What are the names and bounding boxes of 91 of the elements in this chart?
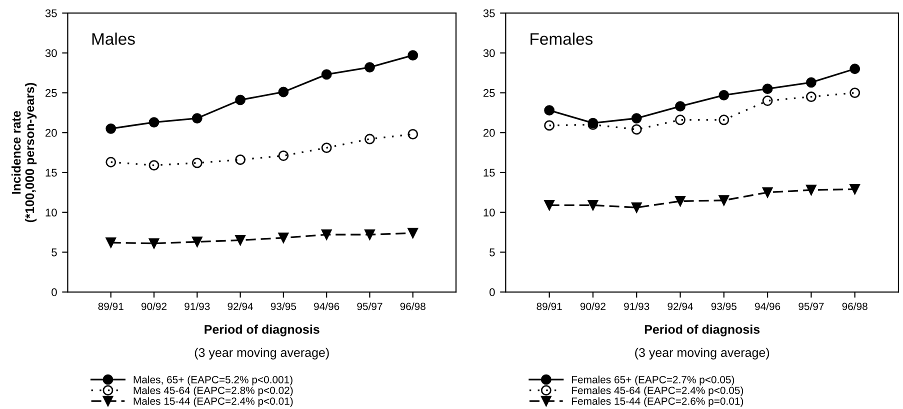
y-tick-label: 30 <box>483 49 495 58</box>
y-tick-label: 35 <box>45 9 57 18</box>
point <box>278 232 289 244</box>
x-tick-label: 91/93 <box>184 302 210 310</box>
x-tick-label: 91/93 <box>624 302 650 310</box>
x-tick-label: 90/92 <box>141 302 167 310</box>
point <box>675 101 686 112</box>
point <box>675 196 686 206</box>
x-axis-title: Period of diagnosis <box>644 324 760 336</box>
y-tick-label: 25 <box>46 89 57 97</box>
y-tick-label: 0 <box>490 288 495 296</box>
y-tick-label: 30 <box>45 49 57 58</box>
x-tick-label: 92/94 <box>228 302 254 310</box>
point <box>278 150 289 161</box>
point <box>364 229 375 240</box>
point <box>631 113 642 124</box>
x-tick-label: 94/96 <box>755 302 780 310</box>
point <box>278 86 289 98</box>
point <box>408 228 418 238</box>
x-tick-label: 96/98 <box>842 302 868 310</box>
legend-label: Males, 65+ (EAPC=5.2% p<0.001) <box>134 376 292 386</box>
text: Males <box>92 32 135 45</box>
x-tick-label: 90/92 <box>580 302 606 310</box>
y-tick-label: 15 <box>484 168 495 177</box>
point <box>675 114 686 126</box>
y-axis-title: Incidence rate (*100,000 person-years) <box>12 82 37 222</box>
point <box>718 90 730 100</box>
y-tick-label: 5 <box>52 248 57 256</box>
point <box>408 50 418 61</box>
x-axis-title: Period of diagnosis <box>204 324 320 336</box>
point <box>192 236 202 248</box>
legend-label: Females 15-44 (EAPC=2.6% p=0.01) <box>572 397 744 407</box>
y-tick-label: 15 <box>46 168 57 177</box>
text: (3 year moving average) <box>635 348 770 360</box>
x-tick-label: 93/95 <box>711 302 737 310</box>
point <box>544 105 555 116</box>
point <box>106 156 116 168</box>
y-tick-label: 10 <box>46 208 57 216</box>
x-tick-label: 93/95 <box>270 302 296 310</box>
point <box>806 184 816 196</box>
y-tick-label: 35 <box>483 9 495 18</box>
point <box>806 77 816 88</box>
point <box>544 200 555 210</box>
point <box>321 142 332 153</box>
point <box>806 92 816 102</box>
point <box>106 237 116 248</box>
point <box>718 195 730 206</box>
legend-label: Males 45-64 (EAPC=2.8% p<0.02) <box>134 386 293 396</box>
text: Females <box>530 32 593 45</box>
x-tick-label: 96/98 <box>400 302 426 310</box>
y-tick-label: 10 <box>484 208 495 216</box>
point <box>364 134 375 144</box>
point <box>762 187 773 198</box>
point <box>321 69 332 80</box>
x-tick-label: 92/94 <box>668 302 693 310</box>
point <box>762 96 773 106</box>
point <box>148 160 160 171</box>
point <box>106 123 116 134</box>
point <box>588 200 598 210</box>
x-tick-label: 94/96 <box>314 302 340 310</box>
point <box>148 117 160 128</box>
point <box>192 158 202 168</box>
y-tick-label: 5 <box>490 248 495 256</box>
y-tick-label: 25 <box>483 89 495 97</box>
point <box>850 88 860 98</box>
point <box>192 113 202 124</box>
point <box>631 124 642 135</box>
y-tick-label: 20 <box>483 128 495 137</box>
x-tick-label: 95/97 <box>357 302 382 310</box>
point <box>850 184 860 194</box>
point <box>235 94 246 106</box>
text: (3 year moving average) <box>194 348 329 360</box>
x-tick-label: 89/91 <box>98 302 124 310</box>
point <box>544 120 555 131</box>
point <box>408 129 418 140</box>
y-tick-label: 20 <box>46 128 57 137</box>
point <box>718 114 730 126</box>
point <box>364 62 375 72</box>
point <box>148 238 160 249</box>
legend-label: Males 15-44 (EAPC=2.4% p<0.01) <box>134 397 293 407</box>
point <box>762 84 773 94</box>
point <box>850 64 860 74</box>
legend-label: Females 45-64 (EAPC=2.4% p<0.05) <box>572 386 744 396</box>
x-tick-label: 95/97 <box>798 302 824 310</box>
point <box>631 202 642 213</box>
point <box>235 235 246 246</box>
legend-label: Females 65+ (EAPC=2.7% p<0.05) <box>572 376 734 386</box>
x-tick-label: 89/91 <box>536 302 562 310</box>
point <box>235 154 246 165</box>
y-tick-label: 0 <box>52 288 57 296</box>
point <box>321 229 332 240</box>
